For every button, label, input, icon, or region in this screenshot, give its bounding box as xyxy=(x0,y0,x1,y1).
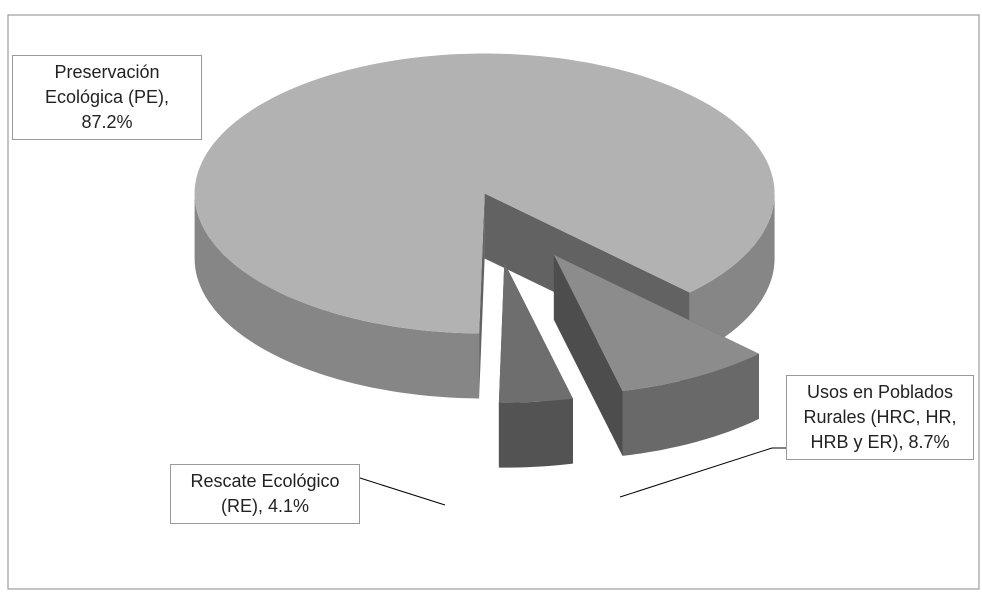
slice-cut-face xyxy=(553,254,623,456)
slice-side xyxy=(498,398,573,468)
slice xyxy=(553,254,759,391)
slice-side xyxy=(622,353,759,456)
slice xyxy=(498,262,573,403)
data-label: Rescate Ecológico (RE), 4.1% xyxy=(170,464,360,524)
leader-line xyxy=(359,477,446,506)
slice-side xyxy=(689,193,775,358)
data-label: Preservación Ecológica (PE), 87.2% xyxy=(12,55,202,140)
data-label: Usos en Poblados Rurales (HRC, HR, HRB y… xyxy=(786,375,974,460)
pie xyxy=(194,53,775,468)
frame xyxy=(7,14,980,590)
slice-cut-face xyxy=(479,193,485,399)
slice xyxy=(194,53,775,334)
leader-line xyxy=(619,447,773,498)
slice-side xyxy=(194,193,480,399)
